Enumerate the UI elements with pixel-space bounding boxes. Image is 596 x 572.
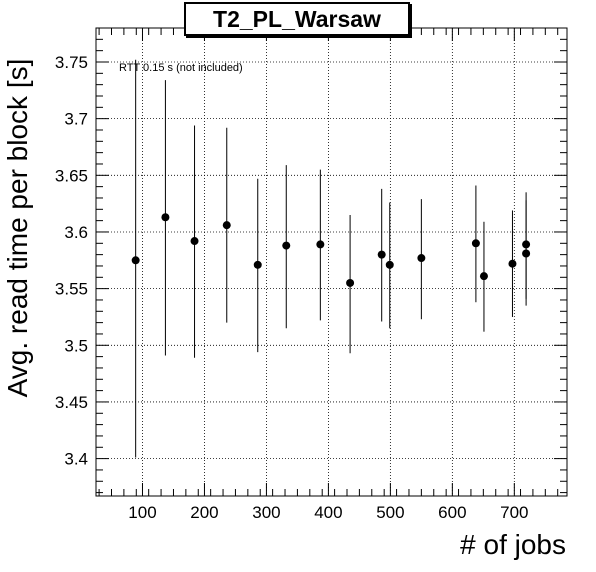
data-point [190, 237, 199, 246]
rtt-annotation: RTT 0.15 s (not included) [119, 62, 243, 74]
data-point [253, 260, 262, 269]
data-point [131, 256, 140, 265]
y-tick-label: 3.6 [64, 223, 88, 242]
x-axis-label: # of jobs [460, 529, 566, 560]
data-point [417, 254, 426, 263]
x-tick-label: 100 [128, 503, 156, 522]
y-tick-label: 3.65 [55, 166, 88, 185]
data-point [222, 221, 231, 230]
data-point [282, 241, 291, 250]
x-tick-label: 600 [438, 503, 466, 522]
data-point [471, 239, 480, 248]
data-point [161, 213, 170, 222]
x-tick-label: 700 [500, 503, 528, 522]
x-tick-label: 200 [190, 503, 218, 522]
data-point [346, 278, 355, 287]
y-tick-label: 3.5 [64, 336, 88, 355]
data-points [131, 213, 531, 287]
data-point [522, 249, 531, 258]
x-tick-label: 500 [376, 503, 404, 522]
y-tick-label: 3.55 [55, 280, 88, 299]
axis-ticks [96, 27, 567, 496]
data-point [385, 260, 394, 269]
y-tick-label: 3.7 [64, 110, 88, 129]
y-axis-label: Avg. read time per block [s] [2, 58, 33, 398]
data-point [316, 240, 325, 249]
plot-frame [95, 27, 568, 497]
error-bars [135, 59, 527, 458]
x-tick-label: 400 [314, 503, 342, 522]
data-point [508, 259, 517, 268]
grid [96, 28, 567, 496]
tick-labels: 3.4 3.45 3.5 3.55 3.6 3.65 3.7 3.75 100 200 300 400… [55, 53, 529, 522]
y-tick-label: 3.75 [55, 53, 88, 72]
data-point [377, 250, 386, 259]
y-tick-label: 3.4 [64, 450, 88, 469]
data-point [479, 272, 488, 281]
x-tick-label: 300 [252, 503, 280, 522]
data-point [522, 240, 531, 249]
y-tick-label: 3.45 [55, 393, 88, 412]
chart-title: T2_PL_Warsaw [184, 2, 410, 36]
